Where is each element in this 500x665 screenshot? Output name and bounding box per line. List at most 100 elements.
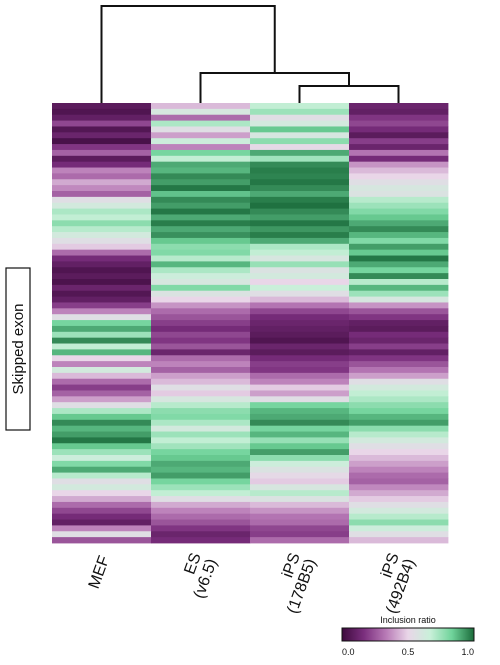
row-label-box xyxy=(5,267,31,431)
heatmap-cell xyxy=(52,519,152,526)
heatmap-cell xyxy=(151,103,251,110)
heatmap-cell xyxy=(151,191,251,198)
heatmap-cell xyxy=(151,296,251,303)
heatmap-cell xyxy=(349,232,449,239)
heatmap-cell xyxy=(250,408,350,415)
heatmap-cell xyxy=(250,273,350,280)
heatmap-cell xyxy=(349,349,449,356)
heatmap-cell xyxy=(52,284,152,292)
heatmap-cell xyxy=(250,478,350,485)
column-label: iPS(178B5) xyxy=(279,551,319,616)
heatmap-cell xyxy=(349,120,449,127)
heatmap-cell xyxy=(151,425,251,432)
heatmap-cell xyxy=(250,337,350,344)
heatmap-cell xyxy=(151,396,251,403)
heatmap-cell xyxy=(349,155,449,163)
heatmap-cell xyxy=(349,361,449,368)
heatmap-cell xyxy=(349,367,449,374)
column-label-line: MEF xyxy=(86,553,114,591)
heatmap-cell xyxy=(52,120,152,127)
heatmap-cell xyxy=(151,507,251,515)
heatmap-cell xyxy=(151,484,251,491)
heatmap-cell xyxy=(151,402,251,409)
heatmap-cell xyxy=(151,490,251,497)
heatmap-cell xyxy=(52,513,152,520)
heatmap-cell xyxy=(250,460,350,468)
heatmap-cell xyxy=(151,337,251,344)
heatmap-cell xyxy=(151,149,251,157)
heatmap-cell xyxy=(349,531,449,538)
heatmap-cell xyxy=(250,126,350,133)
heatmap-cell xyxy=(52,302,152,309)
heatmap-cell xyxy=(250,196,350,204)
heatmap-cell xyxy=(349,449,449,456)
heatmap-cell xyxy=(52,144,152,151)
heatmap-cell xyxy=(250,355,350,362)
heatmap-cell xyxy=(52,355,152,362)
heatmap-cell xyxy=(52,372,152,380)
heatmap-cell xyxy=(52,396,152,403)
heatmap-cell xyxy=(52,161,152,168)
heatmap-cell xyxy=(151,519,251,526)
heatmap-cell xyxy=(52,149,152,157)
heatmap-cell xyxy=(250,431,350,438)
heatmap-cell xyxy=(52,484,152,491)
heatmap-cell xyxy=(349,320,449,327)
heatmap-cell xyxy=(151,255,251,262)
heatmap-cell xyxy=(52,103,152,110)
heatmap-cell xyxy=(349,378,449,385)
heatmap-cell xyxy=(250,320,350,327)
heatmap-cell xyxy=(349,455,449,462)
heatmap-cell xyxy=(52,460,152,468)
heatmap-cell xyxy=(349,525,449,532)
heatmap-cell xyxy=(349,214,449,221)
heatmap-cell xyxy=(250,314,350,321)
heatmap-cell xyxy=(151,308,251,315)
heatmap-cell xyxy=(250,372,350,380)
column-labels: MEF ES(v6.5) iPS(178B5) iPS(492B4) xyxy=(86,551,419,616)
heatmap-cell xyxy=(151,226,251,233)
heatmap-cell xyxy=(250,425,350,432)
row-label-text: Skipped exon xyxy=(10,304,27,395)
column-label: ES(v6.5) xyxy=(181,551,220,601)
dendrogram-link-ips xyxy=(298,85,400,103)
heatmap-cell xyxy=(250,191,350,198)
heatmap-cell xyxy=(151,279,251,286)
heatmap-cells xyxy=(52,103,449,544)
heatmap-cell xyxy=(250,296,350,303)
heatmap-cell xyxy=(250,531,350,538)
heatmap-cell xyxy=(52,196,152,204)
heatmap-cell xyxy=(349,308,449,315)
heatmap-cell xyxy=(52,173,152,180)
heatmap-cell xyxy=(52,384,152,391)
heatmap-cell xyxy=(151,220,251,227)
heatmap-cell xyxy=(52,155,152,163)
heatmap-cell xyxy=(151,144,251,151)
heatmap-cell xyxy=(52,220,152,227)
heatmap-cell xyxy=(52,425,152,432)
heatmap-cell xyxy=(349,408,449,415)
heatmap-cell xyxy=(250,501,350,509)
heatmap-cell xyxy=(52,501,152,509)
heatmap-cell xyxy=(250,220,350,227)
heatmap-cell xyxy=(151,437,251,444)
heatmap-cell xyxy=(250,343,350,350)
heatmap-cell xyxy=(151,126,251,133)
heatmap-cell xyxy=(349,273,449,280)
heatmap-cell xyxy=(250,179,350,186)
heatmap-cell xyxy=(250,378,350,385)
heatmap-cell xyxy=(151,443,251,450)
heatmap-cell xyxy=(151,355,251,362)
heatmap-cell xyxy=(250,279,350,286)
heatmap-cell xyxy=(151,155,251,163)
heatmap-cell xyxy=(151,108,251,116)
heatmap-cell xyxy=(151,349,251,356)
heatmap-cell xyxy=(52,138,152,145)
colorbar-tick-label: 0.5 xyxy=(402,647,415,657)
heatmap-cell xyxy=(52,267,152,274)
heatmap-cell xyxy=(151,384,251,391)
heatmap-cell xyxy=(250,132,350,139)
heatmap-cell xyxy=(151,196,251,204)
